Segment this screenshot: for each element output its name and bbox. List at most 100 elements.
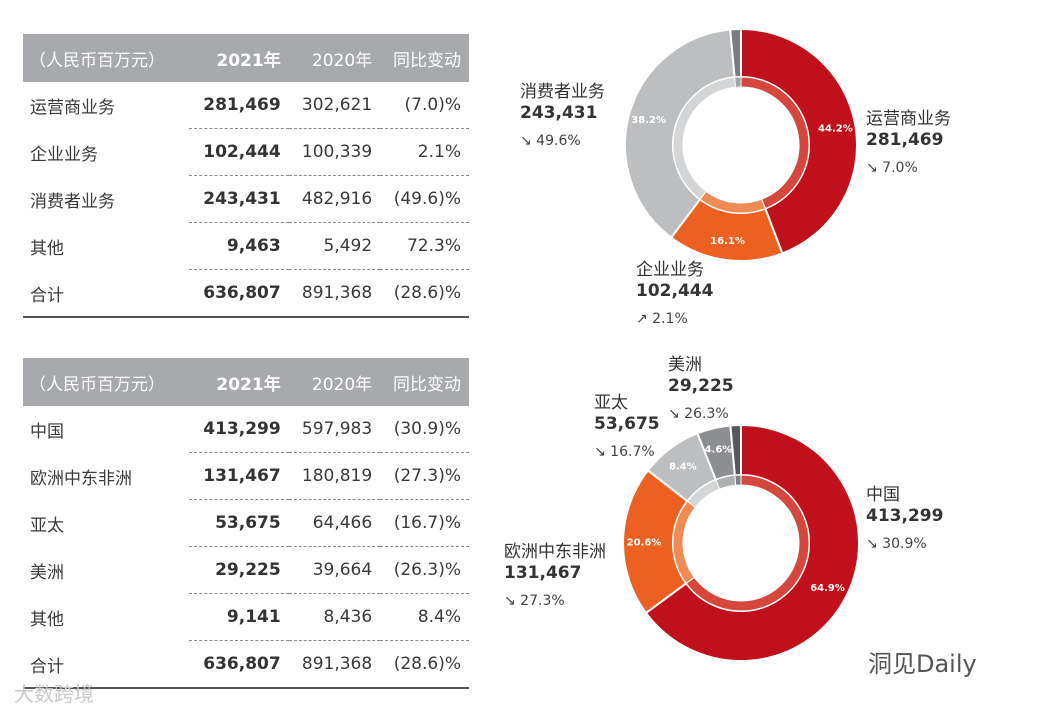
value-2020: 180,819 <box>288 452 381 500</box>
row-label: 其他 <box>30 238 64 259</box>
value-change: (28.6)% <box>380 640 469 689</box>
table-row: 欧洲中东非洲 131,467 180,819 (27.3)% <box>23 452 469 500</box>
slice-name-label: 运营商业务 <box>866 109 951 129</box>
header-yoy-change: 同比变动 <box>380 34 469 82</box>
slice-name-label: 中国 <box>866 485 900 505</box>
value-2021: 281,469 <box>188 82 289 129</box>
donut-rim <box>623 27 859 263</box>
row-label: 亚太 <box>30 515 64 536</box>
value-change: (7.0)% <box>380 82 469 129</box>
table-row: 其他 9,141 8,436 8.4% <box>23 593 469 641</box>
slice-name-label: 美洲 <box>668 355 702 375</box>
value-2021: 413,299 <box>188 406 289 453</box>
table-row: 美洲 29,225 39,664 (26.3)% <box>23 546 469 594</box>
donut-slice-inner-ring <box>734 474 742 486</box>
value-2021: 53,675 <box>188 499 289 547</box>
value-change: (16.7)% <box>380 499 469 547</box>
value-2020: 5,492 <box>288 222 381 270</box>
slice-change-label: ↘ 27.3% <box>504 593 565 609</box>
table-header-row: （人民币百万元） 2021年 2020年 同比变动 <box>23 34 469 82</box>
header-2021: 2021年 <box>188 34 289 82</box>
value-change: (30.9)% <box>380 406 469 453</box>
donut-slice-inner-ring <box>734 76 742 88</box>
value-2021: 636,807 <box>188 640 289 689</box>
row-label: 合计 <box>23 640 189 689</box>
value-change: (26.3)% <box>380 546 469 594</box>
value-2021: 636,807 <box>188 269 289 318</box>
slice-name-label: 消费者业务 <box>520 82 605 102</box>
row-label: 美洲 <box>30 562 64 583</box>
value-2021: 131,467 <box>188 452 289 500</box>
value-change: 2.1% <box>380 128 469 176</box>
watermark-wechat-brand: 洞见Daily <box>868 650 977 678</box>
slice-value-label: 413,299 <box>866 506 943 526</box>
segment-revenue-table: （人民币百万元） 2021年 2020年 同比变动 运营商业务 281,469 … <box>23 34 469 318</box>
value-change: (49.6)% <box>380 175 469 223</box>
slice-percent-label: 38.2% <box>631 115 666 126</box>
header-unit: （人民币百万元） <box>23 358 189 406</box>
slice-percent-label: 20.6% <box>627 538 662 549</box>
value-2021: 29,225 <box>188 546 289 594</box>
slice-name-label: 欧洲中东非洲 <box>504 542 606 562</box>
value-2020: 64,466 <box>288 499 381 547</box>
value-2020: 302,621 <box>288 82 381 129</box>
row-label: 其他 <box>30 609 64 630</box>
slice-change-label: ↗ 2.1% <box>636 311 688 327</box>
value-2020: 482,916 <box>288 175 381 223</box>
table-total-row: 合计 636,807 891,368 (28.6)% <box>23 269 469 318</box>
region-revenue-table: （人民币百万元） 2021年 2020年 同比变动 中国 413,299 597… <box>23 358 469 689</box>
value-change: (28.6)% <box>380 269 469 318</box>
slice-value-label: 243,431 <box>520 103 597 123</box>
slice-percent-label: 16.1% <box>710 236 745 247</box>
header-2020: 2020年 <box>288 34 381 82</box>
slice-value-label: 131,467 <box>504 563 581 583</box>
value-change: 72.3% <box>380 222 469 270</box>
table-row: 企业业务 102,444 100,339 2.1% <box>23 128 469 176</box>
slice-change-label: ↘ 16.7% <box>594 444 655 460</box>
table-header-row: （人民币百万元） 2021年 2020年 同比变动 <box>23 358 469 406</box>
value-2020: 8,436 <box>288 593 381 641</box>
slice-percent-label: 8.4% <box>669 461 697 472</box>
slice-percent-label: 64.9% <box>810 583 845 594</box>
slice-value-label: 281,469 <box>866 130 943 150</box>
table-total-row: 合计 636,807 891,368 (28.6)% <box>23 640 469 689</box>
slice-name-label: 企业业务 <box>636 260 704 280</box>
slice-change-label: ↘ 26.3% <box>668 406 729 422</box>
slice-percent-label: 44.2% <box>818 124 853 135</box>
slice-change-label: ↘ 49.6% <box>520 133 581 149</box>
slice-name-label: 亚太 <box>594 393 628 413</box>
value-2020: 100,339 <box>288 128 381 176</box>
slice-change-label: ↘ 7.0% <box>866 160 918 176</box>
slice-value-label: 29,225 <box>668 376 734 396</box>
slice-change-label: ↘ 30.9% <box>866 536 927 552</box>
watermark-left-brand: 大数跨境 <box>14 682 94 706</box>
row-label: 中国 <box>30 421 64 442</box>
value-2021: 102,444 <box>188 128 289 176</box>
value-change: (27.3)% <box>380 452 469 500</box>
slice-value-label: 102,444 <box>636 281 714 301</box>
value-2021: 9,463 <box>188 222 289 270</box>
row-label: 合计 <box>23 269 189 318</box>
value-2020: 891,368 <box>288 269 381 318</box>
table-row: 其他 9,463 5,492 72.3% <box>23 222 469 270</box>
slice-value-label: 53,675 <box>594 414 660 434</box>
header-yoy-change: 同比变动 <box>380 358 469 406</box>
table-row: 运营商业务 281,469 302,621 (7.0)% <box>23 82 469 129</box>
row-label: 欧洲中东非洲 <box>30 468 132 489</box>
value-2020: 39,664 <box>288 546 381 594</box>
value-2021: 9,141 <box>188 593 289 641</box>
table-row: 亚太 53,675 64,466 (16.7)% <box>23 499 469 547</box>
row-label: 运营商业务 <box>30 97 115 118</box>
header-2020: 2020年 <box>288 358 381 406</box>
donut-rim <box>621 423 861 663</box>
row-label: 企业业务 <box>30 144 98 165</box>
header-2021: 2021年 <box>188 358 289 406</box>
value-change: 8.4% <box>380 593 469 641</box>
table-row: 消费者业务 243,431 482,916 (49.6)% <box>23 175 469 223</box>
row-label: 消费者业务 <box>30 191 115 212</box>
header-unit: （人民币百万元） <box>23 34 189 82</box>
slice-percent-label: 4.6% <box>705 445 733 456</box>
